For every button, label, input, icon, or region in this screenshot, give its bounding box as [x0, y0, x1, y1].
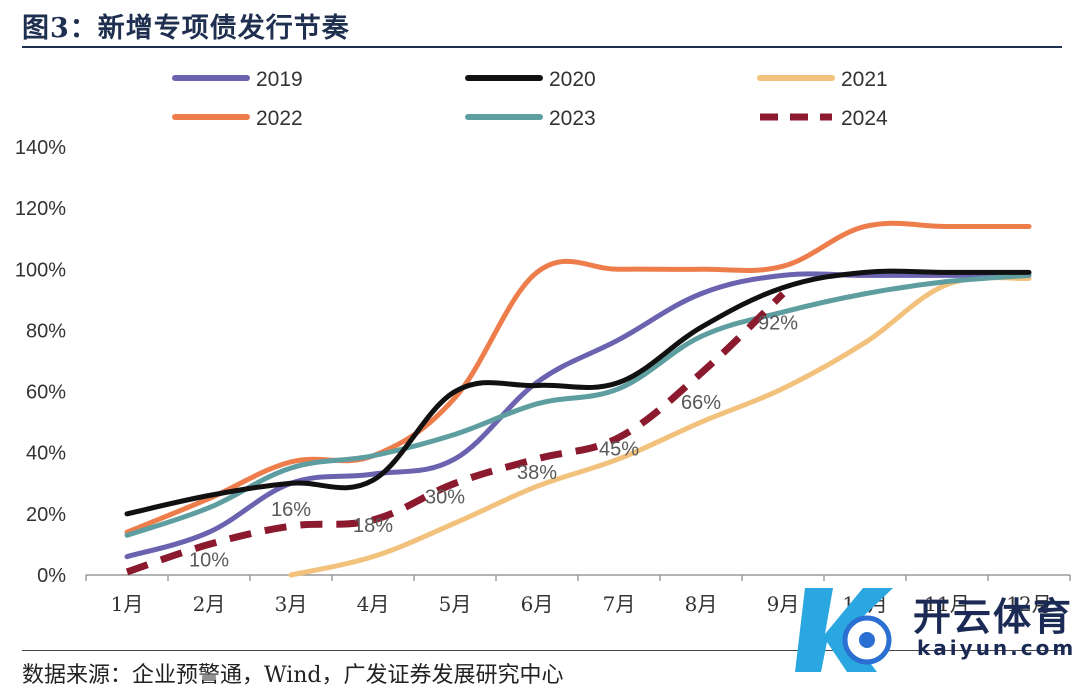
x-tick-label: 8月 — [685, 592, 718, 616]
series-line-2020 — [124, 268, 1032, 517]
legend: 2019 2020 2021 2022 2023 2024 — [172, 68, 888, 130]
y-tick-label: 120% — [15, 198, 66, 220]
series-line-2023 — [124, 272, 1032, 538]
line-chart: 0% 20% 40% 60% 80% 100% 120% 140% 1月 2月 3月 4月 5月 6月 7… — [15, 68, 1071, 616]
series-line-2022 — [124, 220, 1032, 535]
series-line-2021 — [288, 275, 1032, 578]
series-line-2024 — [125, 291, 786, 576]
data-label: 16% — [271, 499, 311, 521]
kaiyun-logo-icon — [795, 588, 893, 672]
legend-label-2021: 2021 — [841, 68, 888, 91]
data-label: 92% — [758, 313, 798, 335]
legend-label-2019: 2019 — [256, 68, 303, 91]
y-tick-label: 140% — [15, 137, 66, 159]
y-axis-ticks: 0% 20% 40% 60% 80% 100% 120% 140% — [15, 137, 66, 587]
x-tick-label: 7月 — [603, 592, 636, 616]
legend-label-2024: 2024 — [841, 107, 888, 130]
legend-label-2022: 2022 — [256, 107, 303, 130]
watermark: 开云体育 kaiyun.com — [795, 582, 1080, 682]
x-tick-label: 9月 — [767, 592, 800, 616]
data-label: 10% — [189, 549, 229, 571]
y-tick-label: 0% — [37, 565, 66, 587]
watermark-brand: 开云体育 — [913, 595, 1074, 639]
y-tick-label: 100% — [15, 259, 66, 281]
data-labels: 10% 16% 18% 30% 38% 45% 66% 92% — [189, 313, 798, 572]
series-lines — [124, 220, 1032, 578]
x-tick-label: 2月 — [193, 592, 226, 616]
y-tick-label: 80% — [26, 320, 66, 342]
data-label: 30% — [425, 486, 465, 508]
y-tick-label: 60% — [26, 382, 66, 404]
x-tick-label: 6月 — [521, 592, 554, 616]
y-tick-label: 20% — [26, 504, 66, 526]
figure-title: 图3：新增专项债发行节奏 — [22, 13, 350, 44]
legend-label-2023: 2023 — [549, 107, 596, 130]
y-tick-label: 40% — [26, 443, 66, 465]
watermark-site: kaiyun.com — [917, 636, 1077, 660]
data-label: 38% — [517, 462, 557, 484]
data-label: 66% — [681, 392, 721, 414]
x-tick-label: 11月 — [924, 592, 969, 616]
series-line-2019 — [124, 271, 1032, 560]
x-tick-label: 12月 — [1006, 592, 1051, 616]
data-label: 18% — [353, 515, 393, 537]
source-note: 数据来源：企业预警通，Wind，广发证券发展研究中心 — [22, 663, 564, 688]
x-tick-label: 4月 — [357, 592, 390, 616]
source-divider — [22, 650, 1062, 651]
title-divider — [22, 46, 1062, 48]
data-label: 45% — [599, 438, 639, 460]
x-tick-label: 1月 — [111, 592, 144, 616]
x-tick-label: 3月 — [275, 592, 308, 616]
legend-label-2020: 2020 — [549, 68, 596, 91]
x-tick-label: 5月 — [439, 592, 472, 616]
